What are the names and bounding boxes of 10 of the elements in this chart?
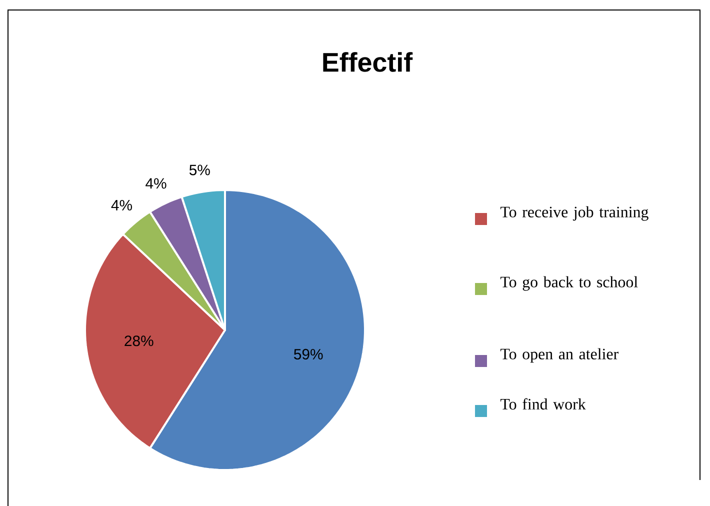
data-label: 4%: [111, 200, 132, 210]
legend-label: To open an atelier: [500, 348, 618, 362]
legend-label: To receive job training: [500, 206, 648, 220]
data-label: 59%: [294, 348, 323, 360]
legend-label: To go back to school: [500, 276, 638, 290]
data-label: 28%: [124, 335, 154, 346]
legend-label: To find work: [500, 398, 586, 410]
data-label: 4%: [146, 178, 166, 188]
chart-title: Effectif: [323, 52, 413, 72]
data-label: 5%: [189, 164, 210, 175]
